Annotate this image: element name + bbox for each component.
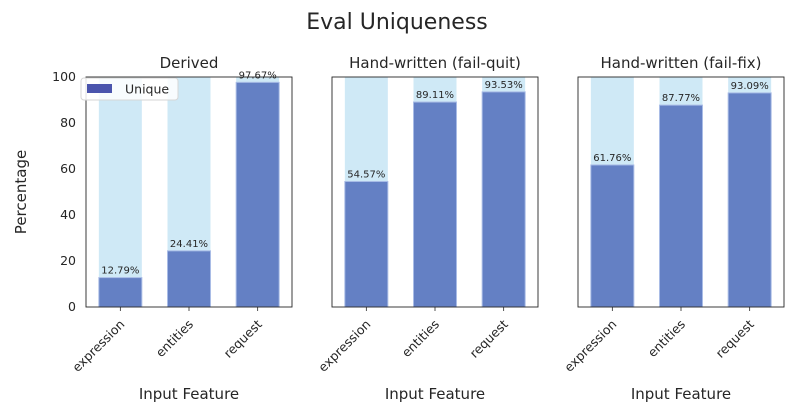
y-tick-label: 80 bbox=[60, 115, 76, 130]
unique-bar bbox=[98, 277, 143, 308]
y-tick-label: 60 bbox=[60, 161, 76, 176]
x-tick-label: request bbox=[713, 316, 757, 360]
panel-title: Hand-written (fail-fix) bbox=[600, 54, 761, 72]
axes-frame bbox=[331, 76, 539, 308]
panel-1: Derived 12.79% expression 24.41% entities 97.… bbox=[52, 54, 293, 403]
unique-bar bbox=[413, 101, 457, 308]
legend-swatch bbox=[87, 84, 112, 93]
unique-bar bbox=[167, 250, 211, 308]
unique-bar bbox=[344, 180, 389, 308]
x-axis-label: Input Feature bbox=[631, 385, 731, 403]
x-tick-label: expression bbox=[315, 317, 373, 375]
x-axis-label: Input Feature bbox=[139, 385, 239, 403]
data-label: 93.53% bbox=[485, 80, 523, 91]
data-label: 61.76% bbox=[593, 153, 631, 164]
x-tick-label: expression bbox=[561, 317, 619, 375]
data-label: 12.79% bbox=[101, 266, 139, 277]
panel-title: Hand-written (fail-quit) bbox=[349, 54, 521, 72]
unique-bar bbox=[590, 164, 635, 308]
x-tick-label: request bbox=[221, 316, 265, 360]
x-axis-label: Input Feature bbox=[385, 385, 485, 403]
x-tick-label: expression bbox=[69, 317, 127, 375]
x-tick-label: entities bbox=[645, 317, 689, 361]
chart-title: Eval Uniqueness bbox=[306, 10, 488, 35]
x-tick-label: entities bbox=[399, 317, 443, 361]
data-label: 93.09% bbox=[731, 81, 769, 92]
y-axis-label: Percentage bbox=[12, 150, 30, 234]
data-label: 24.41% bbox=[170, 239, 208, 250]
axes-frame bbox=[577, 76, 785, 308]
panel-3: Hand-written (fail-fix) 61.76% expression 8… bbox=[561, 54, 785, 403]
data-label: 54.57% bbox=[347, 169, 385, 180]
x-tick-label: request bbox=[467, 316, 511, 360]
data-label: 89.11% bbox=[416, 90, 454, 101]
background-bar bbox=[98, 77, 142, 307]
x-tick-label: entities bbox=[153, 317, 197, 361]
unique-bar bbox=[727, 92, 772, 308]
y-tick-label: 40 bbox=[60, 207, 76, 222]
data-label: 87.77% bbox=[662, 93, 700, 104]
legend: Unique bbox=[80, 77, 179, 101]
chart-panels: Derived 12.79% expression 24.41% entities 97.… bbox=[52, 54, 785, 403]
y-tick-label: 20 bbox=[60, 253, 76, 268]
legend-label: Unique bbox=[125, 82, 169, 97]
data-label: 97.67% bbox=[239, 70, 277, 81]
unique-bar bbox=[659, 104, 703, 308]
y-tick-label: 0 bbox=[68, 299, 76, 314]
panel-2: Hand-written (fail-quit) 54.57% expression… bbox=[315, 54, 539, 403]
legend-box bbox=[80, 77, 179, 101]
panel-title: Derived bbox=[160, 54, 219, 72]
axes-frame bbox=[85, 76, 293, 308]
unique-bar bbox=[235, 81, 280, 308]
y-tick-label: 100 bbox=[52, 69, 76, 84]
unique-bar bbox=[481, 91, 526, 308]
